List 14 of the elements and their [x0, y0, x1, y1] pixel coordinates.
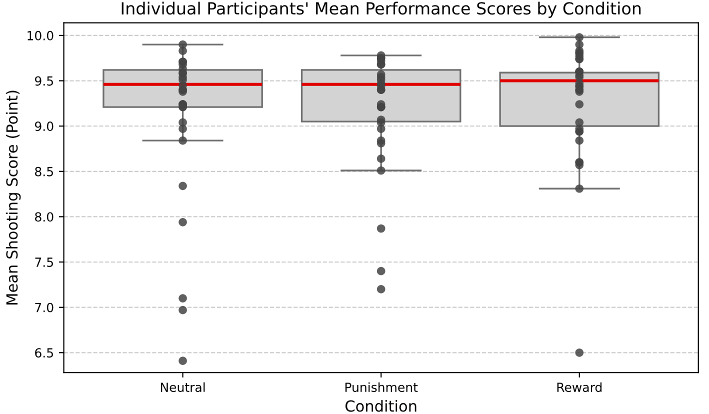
- y-tick-label: 10.0: [28, 30, 54, 40]
- x-axis-title: Condition: [345, 400, 416, 412]
- y-tick-label: 7.5: [35, 258, 53, 267]
- y-tick-label: 8.0: [35, 212, 54, 222]
- x-tick-label: Neutral: [160, 382, 205, 392]
- y-tick-label: 9.5: [34, 76, 53, 86]
- x-tick-label: Reward: [557, 382, 602, 392]
- chart-title: Individual Participants' Mean Performance Scores by Condition: [122, 2, 641, 18]
- y-tick-label: 9.0: [34, 122, 54, 132]
- y-tick-label: 6.5: [35, 348, 53, 358]
- y-axis-title: Mean Shooting Score (Point): [6, 90, 21, 304]
- y-tick-label: 7.0: [35, 302, 54, 312]
- x-tick-label: Punishment: [345, 382, 418, 392]
- y-tick-label: 8.5: [35, 166, 53, 176]
